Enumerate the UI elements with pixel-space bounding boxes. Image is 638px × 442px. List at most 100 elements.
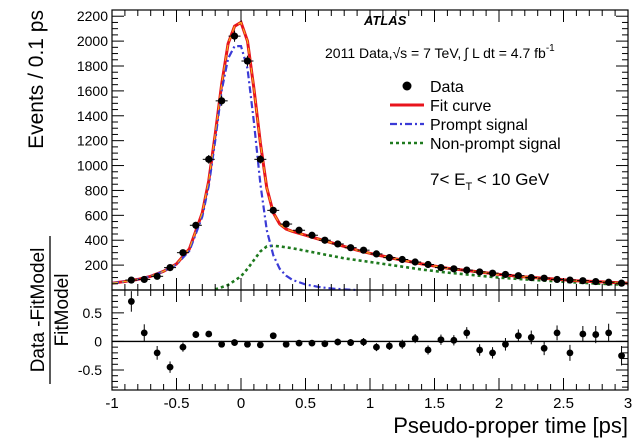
legend-marker-data xyxy=(402,81,412,91)
top-panel: 200 400 600 800 1000 1200 1400 1600 1800 2000 2200 xyxy=(77,8,629,292)
top-y-tick-label: 1600 xyxy=(77,83,108,99)
top-y-tick-label: 400 xyxy=(85,232,109,248)
data-point xyxy=(166,264,174,272)
kinematic-range-label: 7< ET < 10 GeV xyxy=(430,170,550,193)
data-point xyxy=(566,276,574,284)
ratio-point xyxy=(166,363,174,371)
x-tick-label: -0.5 xyxy=(164,395,190,412)
ratio-point xyxy=(218,340,226,348)
ratio-point xyxy=(308,339,316,347)
ratio-point xyxy=(553,329,561,337)
data-point xyxy=(476,268,484,276)
data-point xyxy=(359,246,368,254)
ratio-point xyxy=(424,346,432,354)
x-tick-label: 2 xyxy=(495,395,503,412)
dataset-label: 2011 Data,√s = 7 TeV, ∫ L dt = 4.7 fb-1 xyxy=(325,43,555,61)
ratio-point xyxy=(192,331,200,338)
data-point xyxy=(243,57,252,65)
x-tick-label: 0 xyxy=(237,395,245,412)
ratio-point xyxy=(321,340,329,348)
kinematic-right: < 10 GeV xyxy=(472,170,550,189)
bottom-x-ticks: -1 -0.5 0 0.5 1 1.5 2 2.5 3 xyxy=(105,290,632,412)
lumi-text: ∫ L dt = 4.7 fb xyxy=(463,45,546,61)
data-point xyxy=(514,272,522,280)
bottom-panel-frame xyxy=(111,289,629,391)
ratio-point xyxy=(450,336,458,344)
data-point xyxy=(463,266,471,274)
ratio-point xyxy=(502,340,509,348)
atlas-label: ATLAS xyxy=(363,13,407,28)
data-point xyxy=(411,258,419,266)
lumi-superscript: -1 xyxy=(546,43,555,54)
data-point xyxy=(450,265,458,273)
data-point xyxy=(127,276,135,284)
x-tick-label: 2.5 xyxy=(553,395,574,412)
data-point xyxy=(205,155,213,163)
ratio-point xyxy=(540,344,548,352)
ratio-point xyxy=(527,334,535,341)
data-point xyxy=(617,279,626,287)
ratio-point xyxy=(153,349,161,357)
y-axis-label-bottom-den: FitModel xyxy=(52,274,73,347)
ratio-point xyxy=(592,331,600,338)
data-point xyxy=(192,221,200,229)
nonprompt-signal-curve xyxy=(214,244,629,291)
ratio-point xyxy=(269,332,277,340)
kinematic-left: 7< E xyxy=(430,170,465,189)
ratio-point xyxy=(605,329,613,337)
legend-label: Non-prompt signal xyxy=(430,136,561,153)
data-point xyxy=(437,264,445,272)
top-y-tick-label: 1000 xyxy=(77,158,108,174)
data-point xyxy=(501,270,510,279)
ratio-point xyxy=(231,339,238,346)
ratio-points xyxy=(127,291,625,373)
ratio-point xyxy=(411,335,419,342)
data-point xyxy=(218,97,226,105)
annotations: ATLAS 2011 Data,√s = 7 TeV, ∫ L dt = 4.7 … xyxy=(325,13,555,193)
legend: Data Fit curve Prompt signal Non-prompt sig… xyxy=(390,79,561,153)
bottom-y-tick-label: -0.5 xyxy=(78,362,102,378)
prompt-signal-curve xyxy=(111,44,358,292)
data-point xyxy=(605,278,613,286)
ratio-point xyxy=(385,342,393,350)
top-data-points xyxy=(125,30,628,287)
x-tick-label: 1 xyxy=(366,395,374,412)
data-point xyxy=(553,275,561,284)
data-point xyxy=(527,273,535,282)
ratio-point xyxy=(295,339,303,347)
x-axis-label: Pseudo-proper time [ps] xyxy=(393,413,628,438)
ratio-point xyxy=(360,338,367,346)
ratio-point xyxy=(334,338,342,346)
ratio-point xyxy=(282,340,290,348)
dataset-text: 2011 Data, xyxy=(325,45,392,61)
top-x-ticks xyxy=(111,10,629,290)
ratio-point xyxy=(373,343,380,351)
ratio-point xyxy=(205,330,213,338)
top-y-tick-label: 1200 xyxy=(77,133,108,149)
data-point xyxy=(179,249,187,257)
bottom-y-tick-label: 0 xyxy=(94,333,102,349)
kinematic-sub: T xyxy=(465,181,472,193)
top-y-tick-label: 1400 xyxy=(77,108,108,124)
data-point xyxy=(334,240,342,248)
ratio-point xyxy=(437,336,445,344)
data-point xyxy=(579,277,587,285)
bottom-y-tick-label: 0.5 xyxy=(83,305,103,321)
x-tick-label: 1.5 xyxy=(424,395,445,412)
data-point xyxy=(592,277,600,286)
data-point xyxy=(256,155,264,163)
ratio-point xyxy=(398,340,406,348)
legend-label: Data xyxy=(430,79,464,96)
data-point xyxy=(540,274,548,282)
data-point xyxy=(295,226,303,234)
ratio-point xyxy=(463,329,471,337)
data-point xyxy=(398,255,406,264)
y-axis-label-top: Events / 0.1 ps xyxy=(25,10,48,149)
ratio-point xyxy=(179,343,187,351)
top-curves xyxy=(111,20,629,292)
bottom-y-ticks: -0.5 0 0.5 xyxy=(78,295,628,388)
top-y-tick-label: 1800 xyxy=(77,58,108,74)
ratio-point xyxy=(256,341,264,349)
top-y-tick-label: 600 xyxy=(85,207,109,223)
